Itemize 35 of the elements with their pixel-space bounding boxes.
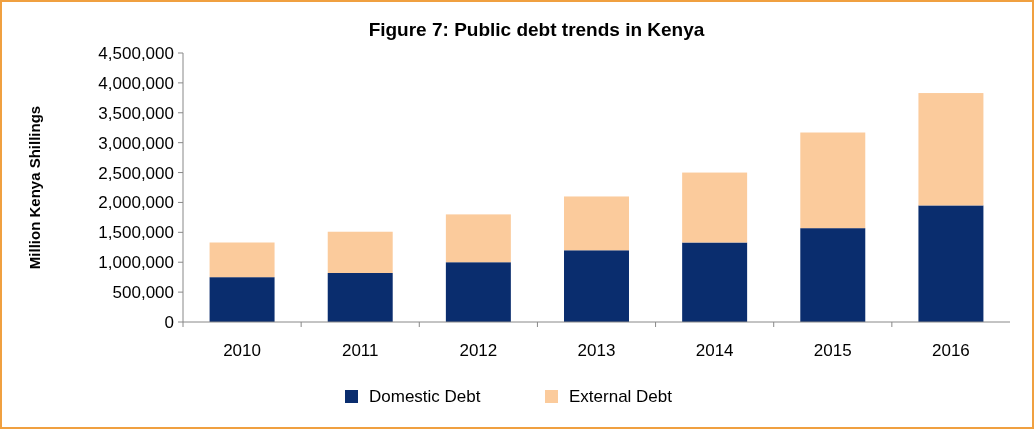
bar — [918, 93, 984, 206]
y-tick-label: 1,000,000 — [98, 253, 174, 273]
bar — [564, 250, 629, 322]
y-tick-label: 2,500,000 — [98, 163, 174, 183]
x-tick-label: 2014 — [695, 341, 734, 360]
bar — [445, 214, 511, 263]
bar — [800, 132, 866, 229]
y-axis-title: Million Kenya Shillings — [26, 105, 43, 270]
bar — [445, 262, 511, 322]
legend-label: External Debt — [569, 387, 673, 406]
bar — [209, 242, 275, 278]
y-tick-label: 3,500,000 — [98, 103, 174, 123]
x-tick-label: 2016 — [932, 341, 970, 360]
x-tick-label: 2013 — [577, 341, 616, 360]
y-tick-label: 3,000,000 — [98, 133, 174, 153]
y-tick-label: 4,000,000 — [98, 73, 174, 93]
y-tick-label: 500,000 — [112, 283, 174, 303]
y-tick-label: 2,000,000 — [98, 193, 174, 213]
x-tick-label: 2012 — [459, 341, 498, 360]
chart-title: Figure 7: Public debt trends in Kenya — [368, 19, 705, 40]
bar — [800, 228, 866, 322]
bar — [209, 277, 275, 322]
bar — [918, 205, 984, 322]
x-tick-label: 2011 — [341, 341, 379, 360]
bar — [327, 272, 393, 322]
bar — [682, 172, 748, 243]
y-tick-label: 4,500,000 — [98, 43, 174, 63]
bar — [564, 196, 629, 251]
x-tick-label: 2010 — [223, 341, 261, 360]
bar — [327, 231, 393, 273]
y-tick-label: 0 — [164, 312, 174, 332]
y-tick-label: 1,500,000 — [98, 223, 174, 243]
x-tick-label: 2015 — [813, 341, 852, 360]
legend-label: Domestic Debt — [369, 387, 481, 406]
bar — [682, 242, 748, 322]
